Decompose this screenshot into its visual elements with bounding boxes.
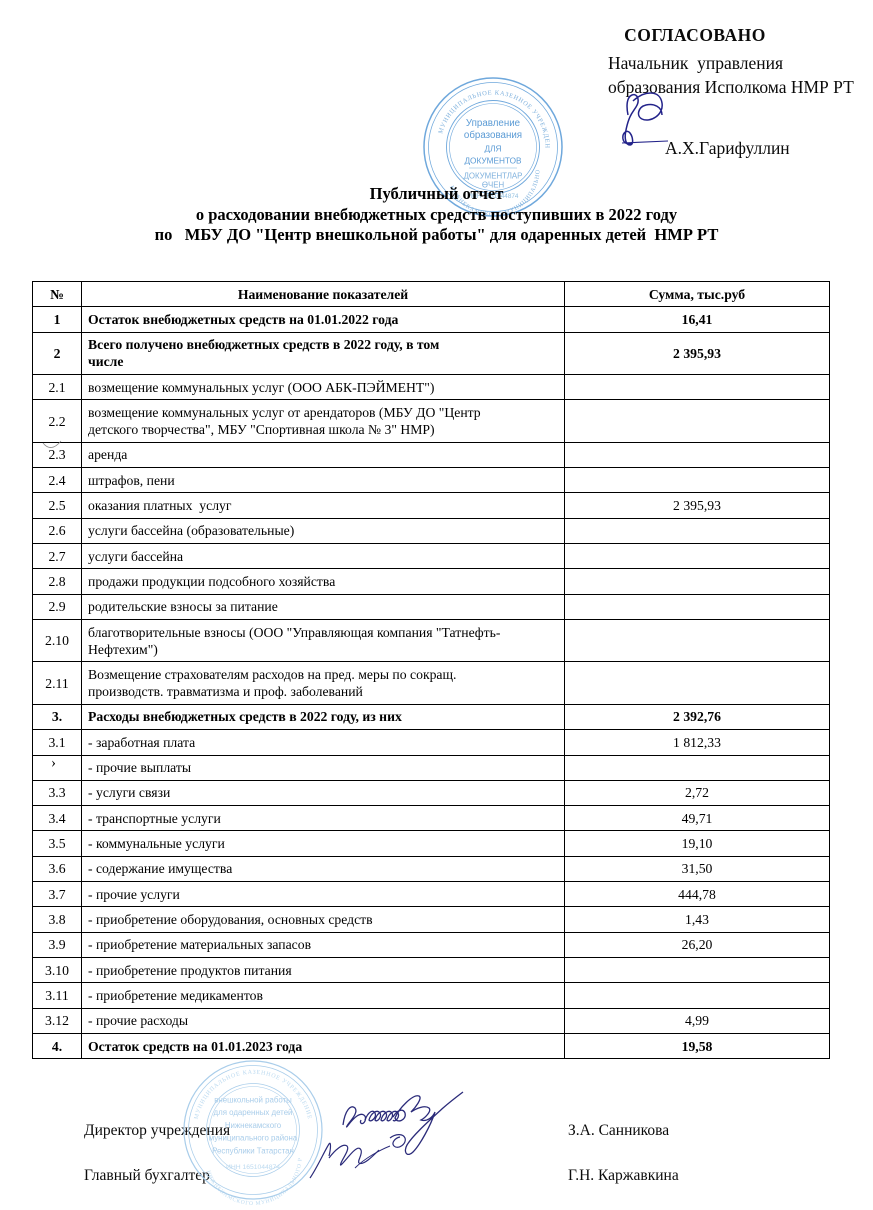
svg-text:НИЖНЕКАМСКОГО МУНИЦИПАЛЬНОГО Р: НИЖНЕКАМСКОГО МУНИЦИПАЛЬНОГО РАЙОНА: [178, 1055, 304, 1205]
svg-text:Республики Татарстан: Республики Татарстан: [212, 1146, 294, 1155]
svg-text:внешкольной работы: внешкольной работы: [214, 1095, 292, 1104]
svg-text:для одаренных детей: для одаренных детей: [214, 1108, 293, 1117]
svg-text:Нижнекамского: Нижнекамского: [225, 1121, 282, 1130]
svg-text:муниципального района: муниципального района: [209, 1134, 298, 1143]
svg-text:ИНН 1651044874: ИНН 1651044874: [226, 1164, 280, 1171]
